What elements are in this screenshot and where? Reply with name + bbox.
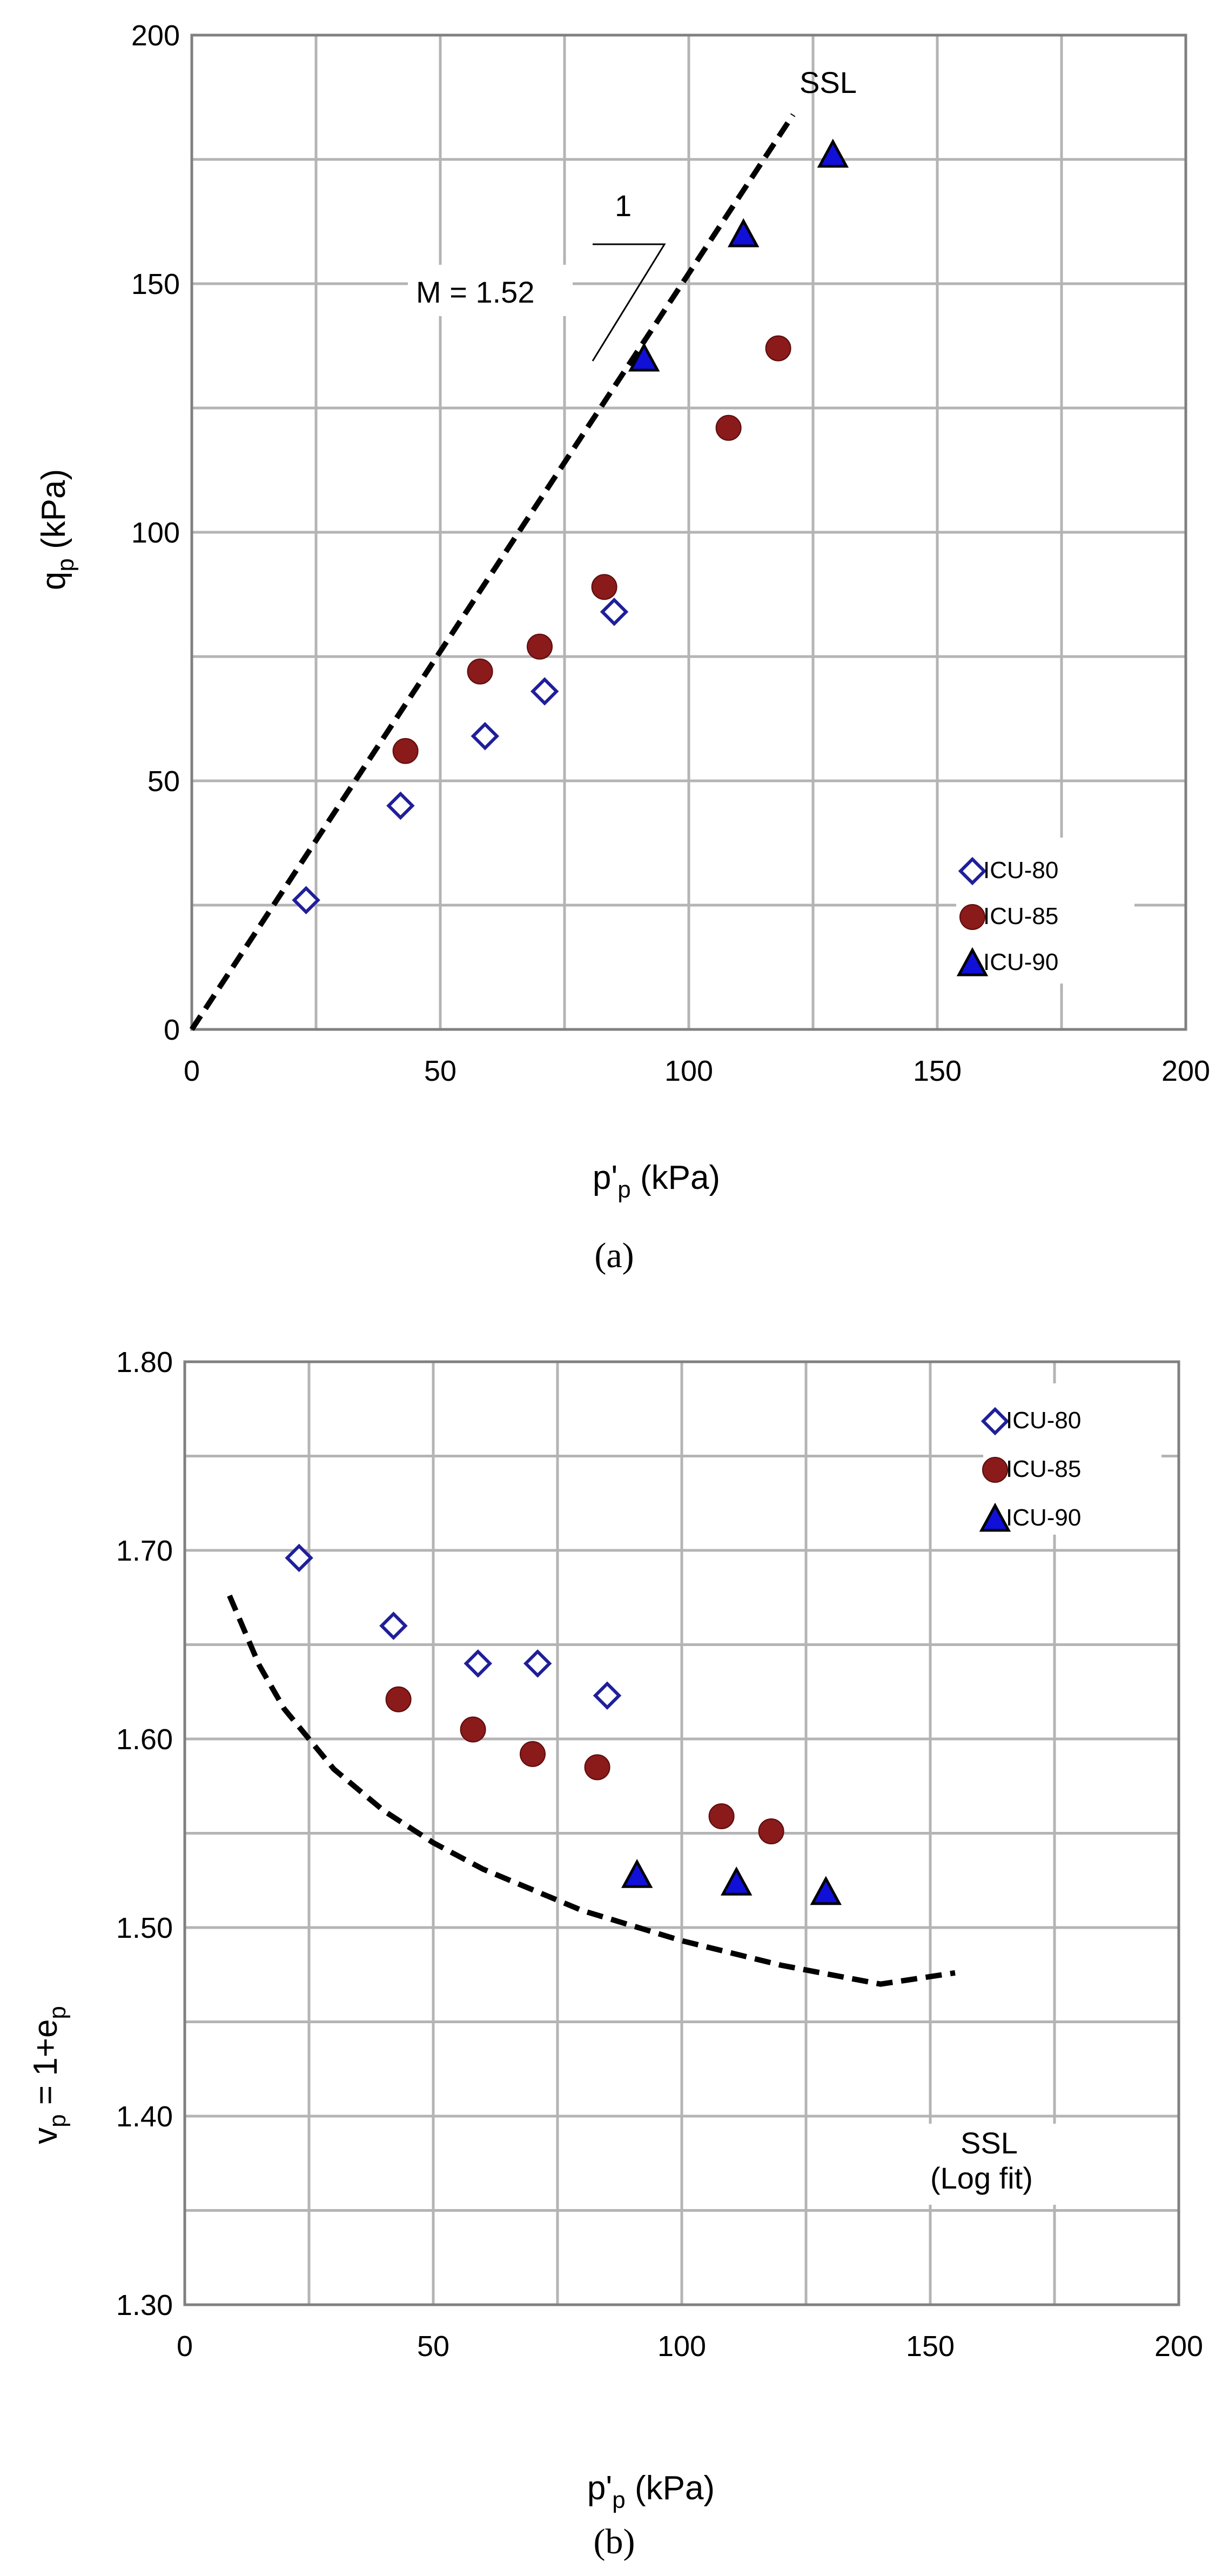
b-y-tick-label: 1.70: [116, 1535, 173, 1567]
b-point-icu-85: [708, 1803, 735, 1830]
b-x-tick-label: 50: [417, 2330, 449, 2363]
b-y-tick-label: 1.80: [116, 1346, 173, 1379]
b-y-tick-label: 1.30: [116, 2289, 173, 2321]
b-point-icu-90: [720, 1866, 753, 1896]
a-data-points: [292, 138, 849, 915]
a-point-icu-80: [471, 721, 500, 751]
a-y-tick-label: 50: [147, 765, 180, 798]
a-slope-run: 1: [615, 189, 632, 223]
b-point-icu-90: [810, 1876, 842, 1905]
b-point-icu-85: [460, 1716, 486, 1743]
a-point-icu-85: [527, 633, 553, 660]
b-point-icu-85: [758, 1818, 784, 1845]
b-legend-icu80: ICU-80: [1006, 1407, 1081, 1434]
b-point-icu-80: [464, 1649, 493, 1678]
a-y-tick-label: 150: [131, 268, 180, 300]
a-x-tick-label: 200: [1161, 1055, 1210, 1087]
panel-b-chart: 0 50 100 150 200 1.30 1.40 1.50 1.60 1.70 1.80 SSL…: [27, 1346, 1203, 2513]
b-y-tick-label: 1.50: [116, 1912, 173, 1944]
a-slope-triangle: [592, 243, 666, 362]
b-legend: ICU-80 ICU-85 ICU-90: [979, 1383, 1161, 1535]
a-x-tick-label: 150: [913, 1055, 962, 1087]
a-x-tick-label: 100: [664, 1055, 713, 1087]
a-tick-labels: 0 50 100 150 200 0 50 100 150 200: [131, 19, 1210, 1087]
b-y-tick-label: 1.40: [116, 2100, 173, 2133]
a-legend-marker-icu-90: [956, 947, 989, 976]
a-slope-text: M = 1.52: [416, 275, 534, 309]
b-point-icu-80: [523, 1649, 552, 1678]
a-y-tick-label: 0: [164, 1014, 180, 1046]
b-legend-marker-icu-85: [982, 1457, 1008, 1483]
a-point-icu-85: [467, 658, 493, 685]
b-gridlines: [185, 1360, 1179, 2305]
b-x-tick-label: 150: [906, 2330, 955, 2363]
b-legend-icu85: ICU-85: [1006, 1456, 1081, 1482]
caption-b: (b): [594, 2522, 635, 2561]
b-ssl-sublabel: (Log fit): [930, 2161, 1033, 2195]
b-x-tick-label: 0: [177, 2330, 193, 2363]
a-point-icu-90: [727, 218, 760, 247]
b-ssl-curve: [227, 1594, 956, 1987]
b-plot-frame: [183, 1360, 1180, 2306]
b-legend-marker-icu-90: [979, 1502, 1011, 1532]
a-ssl-label: SSL: [800, 65, 857, 99]
b-y-tick-label: 1.60: [116, 1723, 173, 1756]
b-point-icu-90: [621, 1859, 653, 1888]
b-x-tick-label: 100: [657, 2330, 706, 2363]
b-legend-icu90: ICU-90: [1006, 1504, 1081, 1531]
a-ssl-line: [189, 113, 796, 1031]
b-legend-marker-icu-80: [980, 1407, 1010, 1436]
a-point-icu-85: [591, 574, 617, 600]
b-point-icu-85: [584, 1754, 610, 1781]
a-point-icu-80: [530, 677, 559, 706]
a-legend-icu80: ICU-80: [983, 857, 1058, 884]
a-x-axis-label: p'p (kPa): [593, 1159, 720, 1203]
a-point-icu-85: [765, 335, 791, 362]
caption-a: (a): [594, 1236, 634, 1275]
a-legend-icu85: ICU-85: [983, 903, 1058, 929]
a-legend: ICU-80 ICU-85 ICU-90: [956, 838, 1134, 983]
a-plot-frame: [190, 34, 1187, 1031]
b-data-points: [285, 1543, 842, 1905]
a-point-icu-90: [817, 138, 849, 168]
b-point-icu-85: [520, 1741, 546, 1767]
a-point-icu-85: [392, 738, 419, 764]
b-point-icu-85: [385, 1686, 412, 1712]
a-y-axis-label: qp (kPa): [35, 469, 79, 590]
b-tick-labels: 0 50 100 150 200 1.30 1.40 1.50 1.60 1.70 1.80: [116, 1346, 1203, 2363]
a-point-icu-80: [292, 886, 320, 915]
a-legend-marker-icu-85: [959, 904, 985, 930]
a-point-icu-90: [628, 342, 660, 372]
b-point-icu-80: [285, 1543, 313, 1573]
a-y-tick-label: 100: [131, 517, 180, 549]
b-point-icu-80: [593, 1681, 622, 1710]
a-legend-icu90: ICU-90: [983, 949, 1058, 975]
a-x-tick-label: 0: [184, 1055, 200, 1087]
a-point-icu-80: [386, 791, 415, 820]
a-point-icu-85: [715, 414, 742, 441]
a-point-icu-80: [600, 597, 629, 626]
a-legend-marker-icu-80: [958, 857, 987, 886]
b-y-axis-label: vp = 1+ep: [27, 2006, 71, 2144]
a-y-tick-label: 200: [131, 19, 180, 52]
a-x-tick-label: 50: [424, 1055, 456, 1087]
b-ssl-label: SSL: [961, 2126, 1018, 2160]
b-x-axis-label: p'p (kPa): [587, 2470, 715, 2513]
b-point-icu-80: [379, 1611, 408, 1640]
b-x-tick-label: 200: [1154, 2330, 1203, 2363]
